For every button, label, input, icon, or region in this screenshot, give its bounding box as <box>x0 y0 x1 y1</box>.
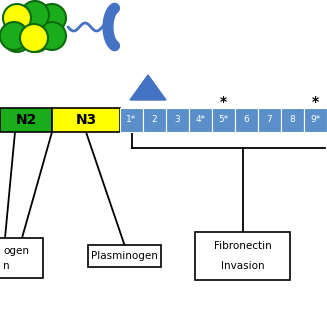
Polygon shape <box>130 75 166 100</box>
Circle shape <box>3 24 31 52</box>
Text: N3: N3 <box>76 113 96 127</box>
Bar <box>0 238 43 278</box>
Circle shape <box>38 22 66 50</box>
Circle shape <box>3 4 31 32</box>
Text: 1*: 1* <box>126 115 137 125</box>
Text: Fibronectin: Fibronectin <box>214 241 271 251</box>
Bar <box>120 108 143 132</box>
Bar <box>281 108 304 132</box>
Circle shape <box>22 24 50 52</box>
Bar <box>189 108 212 132</box>
Text: 6: 6 <box>244 115 250 125</box>
Bar <box>258 108 281 132</box>
Text: *: * <box>220 95 227 109</box>
Text: n: n <box>3 261 9 271</box>
Text: 7: 7 <box>267 115 272 125</box>
Circle shape <box>26 4 54 32</box>
Bar <box>304 108 327 132</box>
Text: 8: 8 <box>290 115 295 125</box>
Text: 3: 3 <box>175 115 181 125</box>
Text: Invasion: Invasion <box>221 261 264 271</box>
Text: *: * <box>312 95 319 109</box>
Bar <box>143 108 166 132</box>
Text: 9*: 9* <box>310 115 321 125</box>
Bar <box>235 108 258 132</box>
Circle shape <box>38 4 66 32</box>
Text: N2: N2 <box>15 113 37 127</box>
Bar <box>212 108 235 132</box>
Bar <box>0 108 52 132</box>
Text: 5*: 5* <box>218 115 229 125</box>
Text: 2: 2 <box>152 115 157 125</box>
Bar <box>195 232 290 280</box>
Text: 4*: 4* <box>196 115 206 125</box>
Text: Plasminogen: Plasminogen <box>91 251 158 261</box>
Circle shape <box>21 1 49 29</box>
Circle shape <box>0 22 28 50</box>
Bar <box>88 245 161 267</box>
Bar <box>52 108 120 132</box>
Circle shape <box>8 8 36 36</box>
Text: ogen: ogen <box>3 246 29 256</box>
Bar <box>166 108 189 132</box>
Circle shape <box>20 24 48 52</box>
